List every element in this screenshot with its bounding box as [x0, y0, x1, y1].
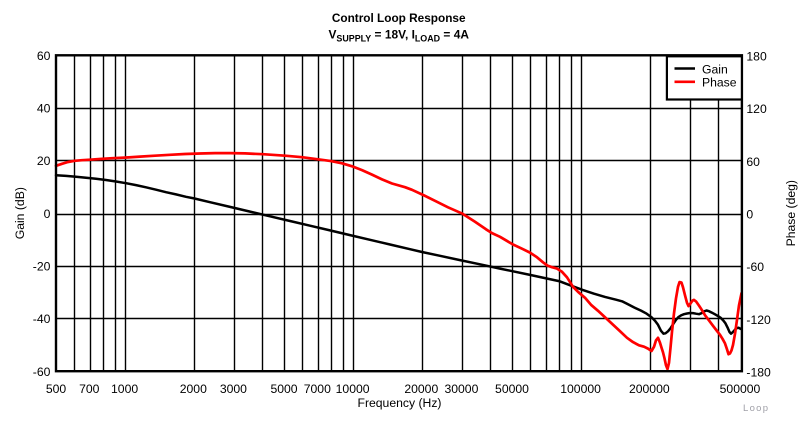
svg-text:-40: -40: [33, 312, 51, 326]
svg-text:Loop: Loop: [743, 403, 769, 414]
svg-text:10000: 10000: [336, 382, 370, 396]
svg-text:120: 120: [746, 102, 767, 116]
svg-text:200000: 200000: [629, 382, 670, 396]
svg-text:0: 0: [44, 207, 51, 221]
svg-text:3000: 3000: [220, 382, 247, 396]
svg-text:5000: 5000: [270, 382, 297, 396]
svg-text:0: 0: [746, 207, 753, 221]
svg-text:-60: -60: [33, 365, 51, 379]
svg-text:-120: -120: [746, 313, 771, 327]
svg-text:20: 20: [37, 154, 51, 168]
svg-text:500: 500: [46, 382, 67, 396]
svg-text:40: 40: [37, 102, 51, 116]
svg-text:-60: -60: [746, 260, 764, 274]
svg-text:2000: 2000: [180, 382, 207, 396]
svg-text:100000: 100000: [560, 382, 601, 396]
svg-text:Frequency (Hz): Frequency (Hz): [358, 396, 442, 410]
svg-text:Phase: Phase: [702, 76, 737, 90]
svg-text:180: 180: [746, 50, 767, 64]
svg-text:700: 700: [79, 382, 100, 396]
svg-text:Phase (deg): Phase (deg): [784, 180, 798, 246]
svg-text:-180: -180: [746, 365, 771, 379]
svg-text:Gain: Gain: [702, 62, 728, 76]
svg-text:Control Loop Response: Control Loop Response: [332, 11, 466, 25]
svg-text:30000: 30000: [444, 382, 478, 396]
svg-text:1000: 1000: [111, 382, 138, 396]
svg-text:Gain (dB): Gain (dB): [13, 187, 27, 239]
svg-text:60: 60: [746, 155, 760, 169]
svg-text:500000: 500000: [720, 382, 761, 396]
svg-text:60: 60: [37, 49, 51, 63]
svg-text:-20: -20: [33, 260, 51, 274]
svg-text:7000: 7000: [304, 382, 331, 396]
svg-text:50000: 50000: [495, 382, 529, 396]
svg-text:20000: 20000: [404, 382, 438, 396]
